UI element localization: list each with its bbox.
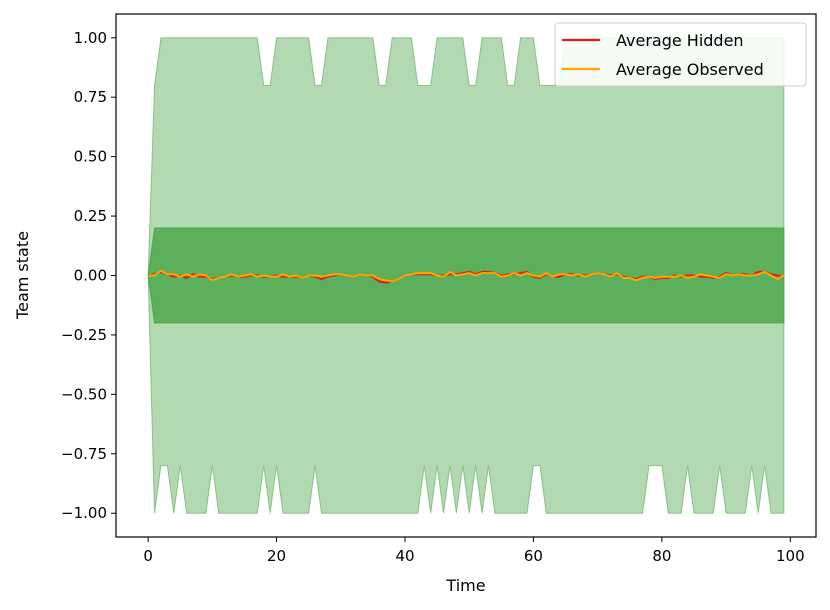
legend-box [554, 22, 807, 87]
x-tick-label: 80 [652, 547, 671, 565]
x-tick-label: 20 [267, 547, 286, 565]
y-tick-label: −0.75 [61, 445, 107, 463]
y-tick-label: 1.00 [74, 29, 107, 47]
y-tick-label: 0.75 [74, 88, 107, 106]
legend-label-hidden: Average Hidden [616, 31, 744, 50]
y-tick-label: −0.50 [61, 385, 107, 403]
legend-label-observed: Average Observed [616, 60, 764, 79]
x-tick-label: 40 [395, 547, 414, 565]
y-tick-label: −1.00 [61, 504, 107, 522]
y-tick-label: 0.00 [74, 267, 107, 285]
x-tick-label: 0 [143, 547, 153, 565]
x-axis-label: Time [445, 576, 485, 595]
y-tick-label: −0.25 [61, 326, 107, 344]
y-axis-label: Team state [13, 231, 32, 320]
series-line-observed [148, 269, 785, 283]
ticks: 0 20 40 60 80 100 1.00 0.75 0.50 0.25 0.00 −0.25 −0.… [61, 29, 805, 565]
legend: Average Hidden Average Observed [554, 22, 807, 87]
plot-area [147, 37, 785, 514]
x-tick-label: 100 [776, 547, 805, 565]
y-tick-label: 0.50 [74, 148, 107, 166]
x-tick-label: 60 [524, 547, 543, 565]
y-tick-label: 0.25 [74, 207, 107, 225]
